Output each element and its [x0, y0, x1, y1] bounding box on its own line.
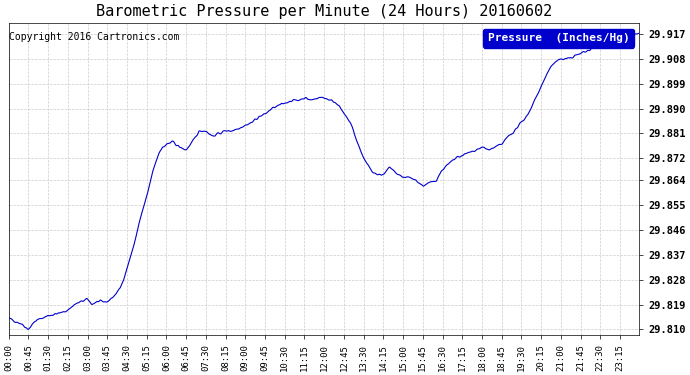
Legend: Pressure  (Inches/Hg): Pressure (Inches/Hg)	[483, 28, 633, 48]
Text: Copyright 2016 Cartronics.com: Copyright 2016 Cartronics.com	[9, 33, 179, 42]
Title: Barometric Pressure per Minute (24 Hours) 20160602: Barometric Pressure per Minute (24 Hours…	[96, 4, 552, 19]
